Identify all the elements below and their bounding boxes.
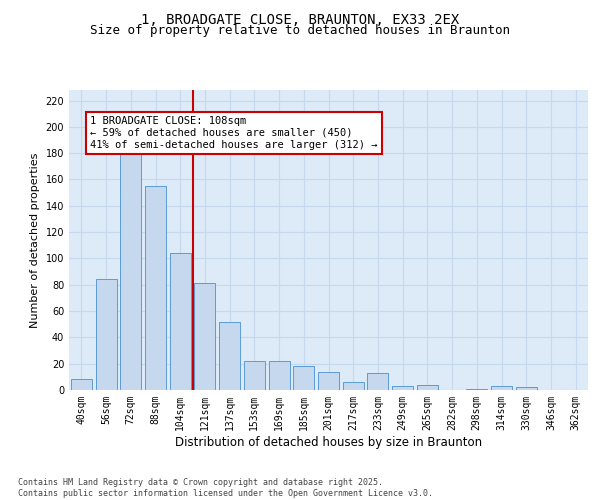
Bar xyxy=(194,284,215,390)
Bar xyxy=(145,186,166,390)
Bar xyxy=(466,388,487,390)
Bar xyxy=(343,382,364,390)
Bar xyxy=(417,384,438,390)
Y-axis label: Number of detached properties: Number of detached properties xyxy=(30,152,40,328)
Bar xyxy=(269,361,290,390)
Bar xyxy=(293,366,314,390)
Text: Size of property relative to detached houses in Braunton: Size of property relative to detached ho… xyxy=(90,24,510,37)
Bar xyxy=(318,372,339,390)
Text: Contains HM Land Registry data © Crown copyright and database right 2025.
Contai: Contains HM Land Registry data © Crown c… xyxy=(18,478,433,498)
Bar xyxy=(170,253,191,390)
X-axis label: Distribution of detached houses by size in Braunton: Distribution of detached houses by size … xyxy=(175,436,482,448)
Bar xyxy=(392,386,413,390)
Bar xyxy=(120,153,141,390)
Bar xyxy=(219,322,240,390)
Bar xyxy=(367,373,388,390)
Bar xyxy=(516,388,537,390)
Bar xyxy=(71,380,92,390)
Text: 1 BROADGATE CLOSE: 108sqm
← 59% of detached houses are smaller (450)
41% of semi: 1 BROADGATE CLOSE: 108sqm ← 59% of detac… xyxy=(90,116,377,150)
Bar xyxy=(491,386,512,390)
Bar xyxy=(95,280,116,390)
Bar xyxy=(244,361,265,390)
Text: 1, BROADGATE CLOSE, BRAUNTON, EX33 2EX: 1, BROADGATE CLOSE, BRAUNTON, EX33 2EX xyxy=(141,12,459,26)
